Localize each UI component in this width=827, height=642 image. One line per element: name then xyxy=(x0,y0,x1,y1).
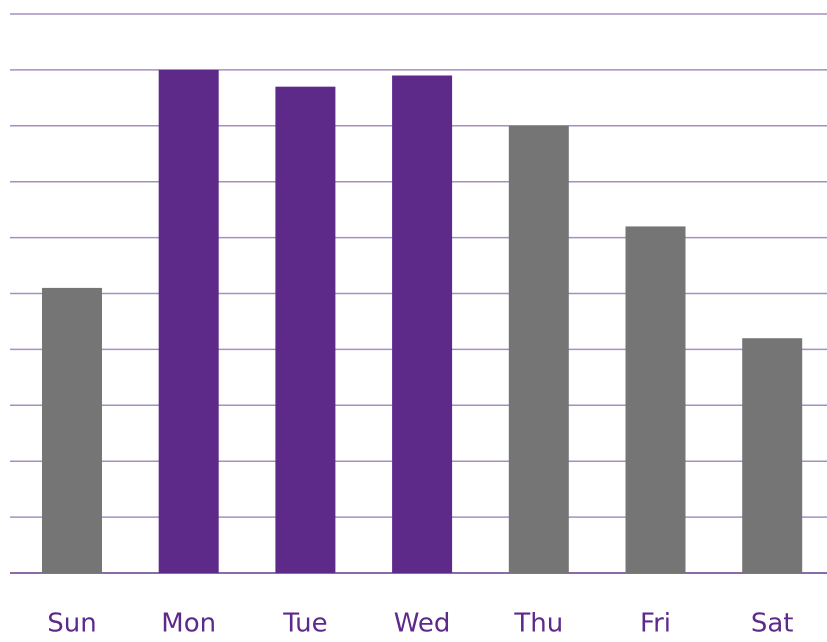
x-tick-label: Tue xyxy=(282,609,327,639)
x-tick-label: Mon xyxy=(161,609,216,639)
bar xyxy=(508,125,569,574)
bar xyxy=(158,69,219,574)
x-tick-label: Thu xyxy=(513,609,563,639)
x-tick-label: Fri xyxy=(640,609,671,639)
bar xyxy=(625,226,686,574)
bar xyxy=(275,86,336,574)
bar xyxy=(742,338,803,573)
x-tick-label: Sat xyxy=(751,609,794,639)
x-tick-label: Wed xyxy=(394,609,451,639)
bar xyxy=(42,287,102,573)
x-tick-label: Sun xyxy=(47,609,96,639)
bar xyxy=(392,75,453,574)
